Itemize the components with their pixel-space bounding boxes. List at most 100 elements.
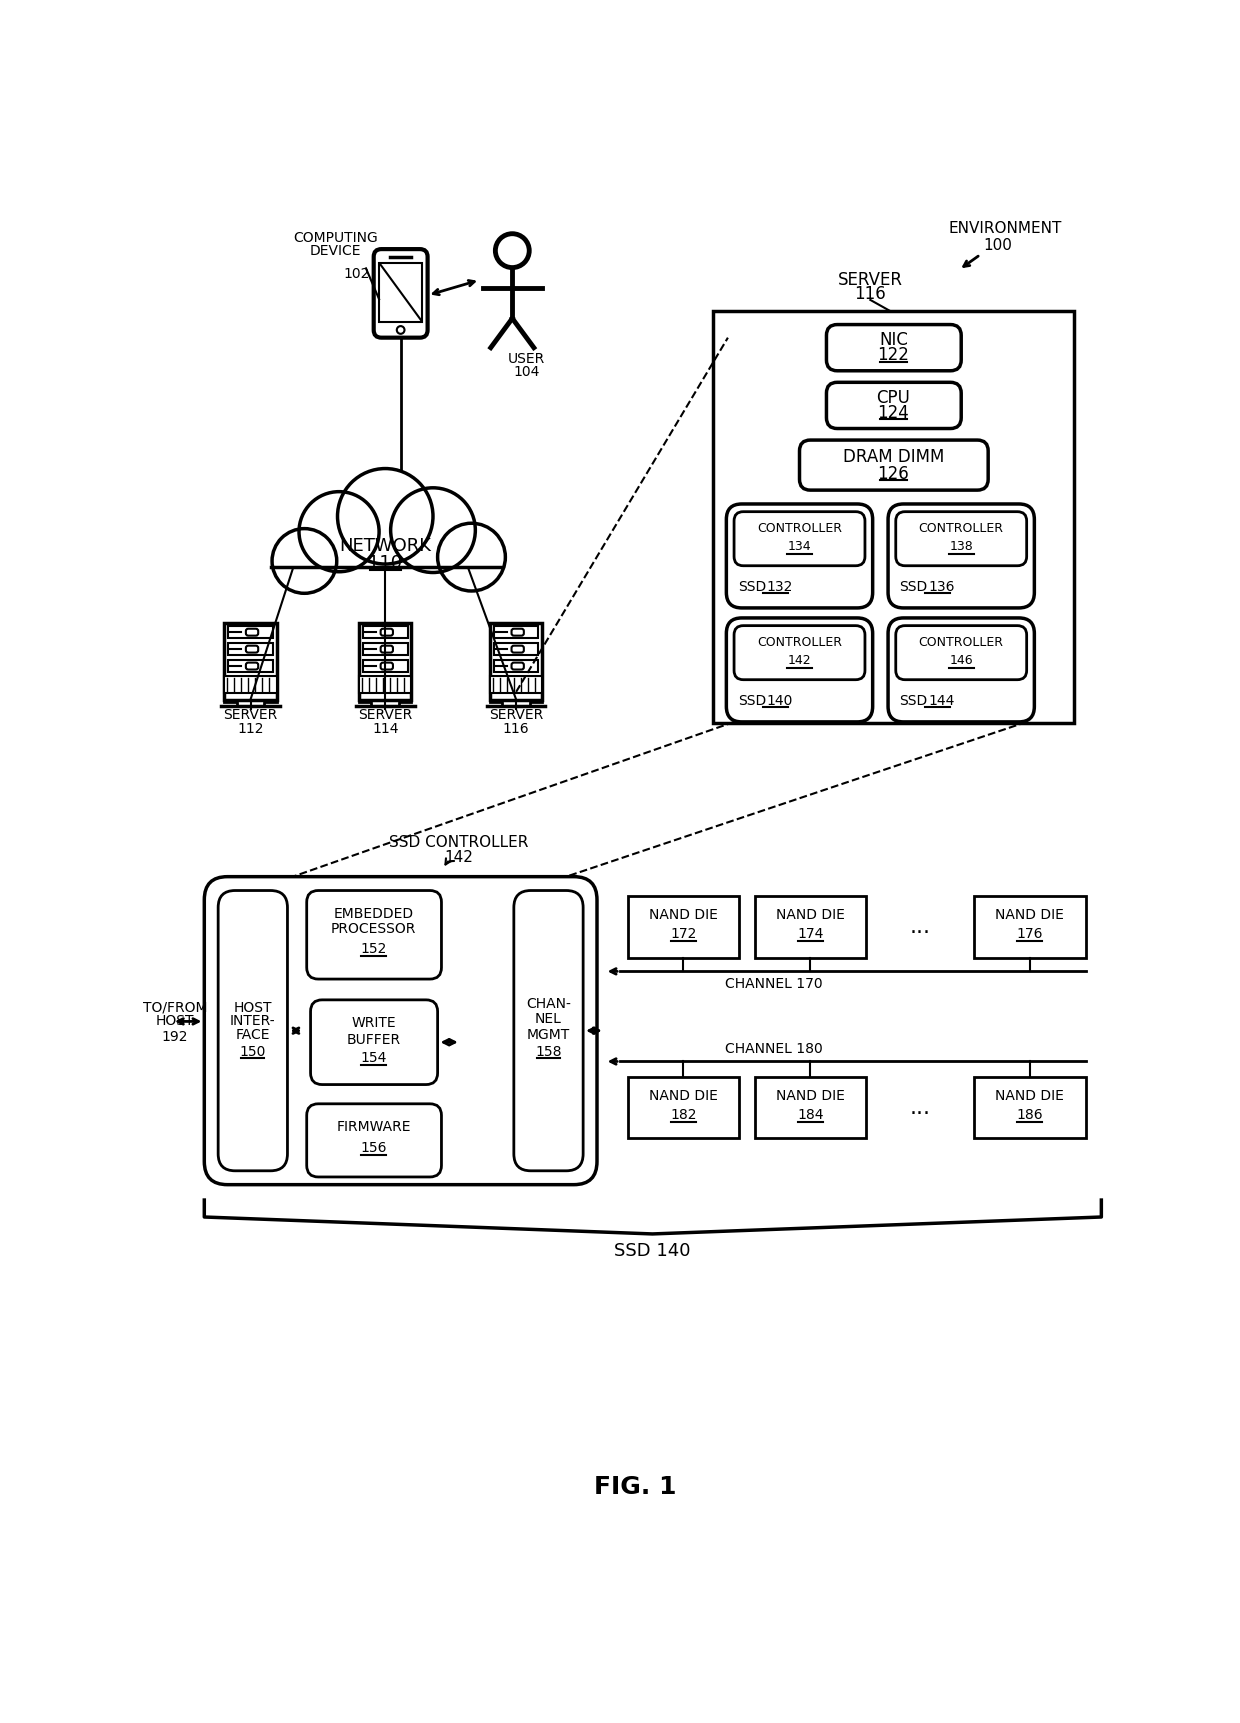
Text: NAND DIE: NAND DIE (776, 908, 844, 922)
Text: CONTROLLER: CONTROLLER (756, 522, 842, 536)
Circle shape (438, 524, 506, 591)
FancyBboxPatch shape (734, 625, 866, 679)
Text: SSD: SSD (738, 694, 766, 708)
Text: WRITE: WRITE (351, 1017, 396, 1030)
Text: FACE: FACE (236, 1029, 270, 1042)
Text: BUFFER: BUFFER (347, 1032, 401, 1048)
Text: 122: 122 (878, 346, 909, 364)
Text: 158: 158 (536, 1046, 562, 1060)
Text: DRAM DIMM: DRAM DIMM (843, 448, 944, 465)
FancyBboxPatch shape (373, 250, 428, 338)
FancyBboxPatch shape (888, 505, 1034, 608)
Text: SERVER: SERVER (838, 271, 903, 289)
Text: 172: 172 (670, 927, 697, 941)
FancyBboxPatch shape (826, 383, 961, 429)
FancyBboxPatch shape (800, 439, 988, 489)
Text: CHANNEL 180: CHANNEL 180 (725, 1042, 823, 1056)
FancyBboxPatch shape (205, 877, 596, 1185)
Text: HOST: HOST (156, 1015, 195, 1029)
Text: 112: 112 (237, 722, 264, 736)
Text: 126: 126 (878, 465, 909, 482)
FancyBboxPatch shape (895, 512, 1027, 565)
Text: NEL: NEL (534, 1011, 562, 1027)
Bar (224, 677, 277, 693)
Text: SSD: SSD (899, 581, 928, 594)
Text: NAND DIE: NAND DIE (649, 1089, 718, 1103)
FancyBboxPatch shape (381, 646, 393, 653)
FancyBboxPatch shape (512, 663, 523, 670)
Text: SSD: SSD (899, 694, 928, 708)
Text: 124: 124 (878, 405, 909, 422)
Text: 150: 150 (239, 1046, 267, 1060)
FancyBboxPatch shape (246, 629, 258, 636)
Bar (494, 660, 538, 672)
FancyBboxPatch shape (310, 999, 438, 1084)
Text: MGMT: MGMT (527, 1027, 570, 1041)
Circle shape (337, 469, 433, 563)
Bar (228, 643, 273, 655)
Bar (228, 660, 273, 672)
FancyBboxPatch shape (734, 512, 866, 565)
Bar (379, 264, 422, 322)
Text: 100: 100 (983, 238, 1012, 253)
Text: 144: 144 (928, 694, 955, 708)
Bar (360, 622, 412, 700)
Text: 140: 140 (766, 694, 792, 708)
FancyBboxPatch shape (727, 619, 873, 722)
Bar (755, 1077, 867, 1139)
Text: ...: ... (910, 1098, 931, 1118)
Text: NAND DIE: NAND DIE (996, 908, 1064, 922)
Text: 102: 102 (343, 267, 370, 281)
FancyBboxPatch shape (306, 1104, 441, 1177)
FancyBboxPatch shape (512, 646, 523, 653)
Bar (975, 1077, 1086, 1139)
Bar (494, 627, 538, 638)
FancyBboxPatch shape (895, 625, 1027, 679)
Text: 136: 136 (928, 581, 955, 594)
Text: NAND DIE: NAND DIE (649, 908, 718, 922)
Text: HOST: HOST (233, 1001, 272, 1015)
Text: USER: USER (507, 351, 544, 367)
Bar (360, 677, 412, 693)
Text: DEVICE: DEVICE (310, 243, 361, 258)
Text: CONTROLLER: CONTROLLER (756, 636, 842, 650)
Text: NETWORK: NETWORK (340, 536, 432, 555)
Bar (490, 677, 542, 693)
Text: 184: 184 (797, 1108, 823, 1122)
Text: ...: ... (910, 917, 931, 937)
Text: 110: 110 (368, 553, 402, 572)
Bar (363, 643, 408, 655)
Text: 104: 104 (513, 365, 539, 379)
Text: 182: 182 (670, 1108, 697, 1122)
Text: 116: 116 (854, 284, 887, 303)
Bar (363, 627, 408, 638)
Text: 134: 134 (787, 541, 811, 553)
Text: CHANNEL 170: CHANNEL 170 (725, 977, 823, 991)
Bar (713, 310, 1074, 722)
Bar (224, 622, 277, 700)
Text: SERVER: SERVER (223, 708, 278, 722)
Bar (268, 541, 502, 588)
Text: 132: 132 (766, 581, 792, 594)
FancyBboxPatch shape (381, 663, 393, 670)
Bar (627, 1077, 739, 1139)
Text: ENVIRONMENT: ENVIRONMENT (949, 221, 1061, 236)
FancyBboxPatch shape (306, 891, 441, 979)
Text: 152: 152 (361, 942, 387, 956)
FancyBboxPatch shape (246, 646, 258, 653)
FancyBboxPatch shape (512, 629, 523, 636)
FancyBboxPatch shape (513, 891, 583, 1172)
Text: NAND DIE: NAND DIE (996, 1089, 1064, 1103)
Text: 142: 142 (787, 655, 811, 667)
Bar (494, 643, 538, 655)
FancyBboxPatch shape (381, 629, 393, 636)
Text: 114: 114 (372, 722, 398, 736)
Text: 138: 138 (950, 541, 973, 553)
Text: NIC: NIC (879, 331, 908, 350)
Bar (490, 622, 542, 700)
Text: 174: 174 (797, 927, 823, 941)
Text: COMPUTING: COMPUTING (293, 231, 377, 245)
FancyBboxPatch shape (727, 505, 873, 608)
Bar (363, 660, 408, 672)
Bar (755, 896, 867, 958)
